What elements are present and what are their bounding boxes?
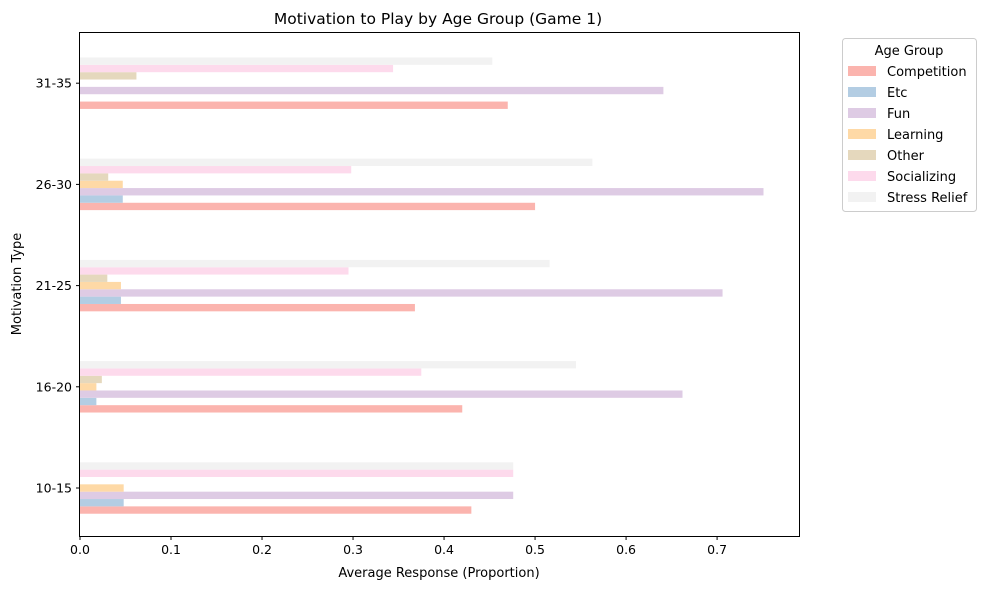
bar-learning-10-15: [80, 484, 124, 492]
legend-label-etc: Etc: [887, 86, 907, 101]
bar-other-26-30: [80, 173, 109, 181]
bar-learning-26-30: [80, 180, 123, 189]
x-tick-label: 0.7: [707, 542, 727, 557]
plot-frame: [79, 32, 800, 537]
legend-items: Competition Etc Fun Learning Other Socializin…: [848, 65, 968, 206]
legend-label-competition: Competition: [887, 65, 967, 80]
legend-title: Age Group: [875, 44, 944, 59]
legend-label-learning: Learning: [887, 128, 943, 143]
legend-swatch-other: [848, 150, 876, 160]
bar-learning-21-25: [80, 281, 121, 290]
bars-layer: [80, 57, 764, 514]
x-tick-label: 0.4: [434, 542, 454, 557]
y-tick-label: 21-25: [36, 278, 72, 293]
legend-label-stress-relief: Stress Relief: [887, 191, 968, 206]
legend-swatch-etc: [848, 87, 876, 97]
bar-etc-26-30: [80, 195, 123, 203]
legend-label-other: Other: [887, 149, 925, 164]
bar-other-16-20: [80, 375, 102, 384]
x-tick-label: 0.1: [161, 542, 181, 557]
bar-etc-16-20: [80, 397, 97, 406]
chart-title: Motivation to Play by Age Group (Game 1): [274, 10, 602, 28]
bar-socializing-10-15: [80, 469, 514, 477]
bar-competition-31-35: [80, 101, 508, 109]
bar-other-21-25: [80, 274, 108, 282]
bar-socializing-21-25: [80, 267, 349, 275]
bar-fun-16-20: [80, 390, 683, 398]
bar-competition-21-25: [80, 303, 415, 312]
bar-stress-relief-21-25: [80, 259, 550, 268]
x-axis-ticks: 0.0 0.1 0.2 0.3 0.4 0.5 0.6 0.7: [70, 536, 727, 557]
bar-stress-relief-26-30: [80, 158, 593, 167]
legend-swatch-fun: [848, 108, 876, 118]
bar-competition-26-30: [80, 202, 536, 211]
bar-etc-10-15: [80, 499, 124, 507]
y-axis-title: Motivation Type: [10, 233, 25, 335]
bar-socializing-16-20: [80, 368, 422, 376]
bar-competition-16-20: [80, 405, 463, 413]
bar-socializing-31-35: [80, 64, 394, 73]
x-tick-label: 0.3: [343, 542, 363, 557]
legend-label-fun: Fun: [887, 107, 910, 122]
y-tick-label: 16-20: [36, 379, 72, 394]
bar-etc-21-25: [80, 296, 121, 304]
bar-stress-relief-10-15: [80, 462, 514, 470]
x-tick-label: 0.5: [525, 542, 545, 557]
legend-frame: [842, 38, 977, 212]
legend-label-socializing: Socializing: [887, 170, 956, 185]
bar-stress-relief-16-20: [80, 361, 577, 369]
x-tick-label: 0.2: [252, 542, 272, 557]
x-tick-label: 0.0: [70, 542, 90, 557]
legend-swatch-socializing: [848, 171, 876, 181]
bar-socializing-26-30: [80, 166, 352, 174]
x-tick-label: 0.6: [616, 542, 636, 557]
legend-swatch-learning: [848, 129, 876, 139]
bar-stress-relief-31-35: [80, 57, 493, 65]
y-tick-label: 26-30: [36, 177, 72, 192]
bar-fun-10-15: [80, 491, 514, 500]
legend: Age Group Competition Etc Fun Learning Other…: [842, 38, 977, 212]
bar-fun-26-30: [80, 188, 764, 196]
bar-other-31-35: [80, 72, 137, 80]
bar-fun-31-35: [80, 86, 664, 95]
y-axis-ticks: 10-15 16-20 21-25 26-30 31-35: [36, 76, 80, 496]
bar-fun-21-25: [80, 289, 723, 297]
legend-swatch-competition: [848, 66, 876, 76]
y-tick-label: 31-35: [36, 76, 72, 91]
bar-learning-16-20: [80, 383, 97, 391]
x-axis-title: Average Response (Proportion): [338, 566, 539, 581]
bar-competition-10-15: [80, 506, 472, 514]
legend-swatch-stress-relief: [848, 192, 876, 202]
y-tick-label: 10-15: [36, 481, 72, 496]
